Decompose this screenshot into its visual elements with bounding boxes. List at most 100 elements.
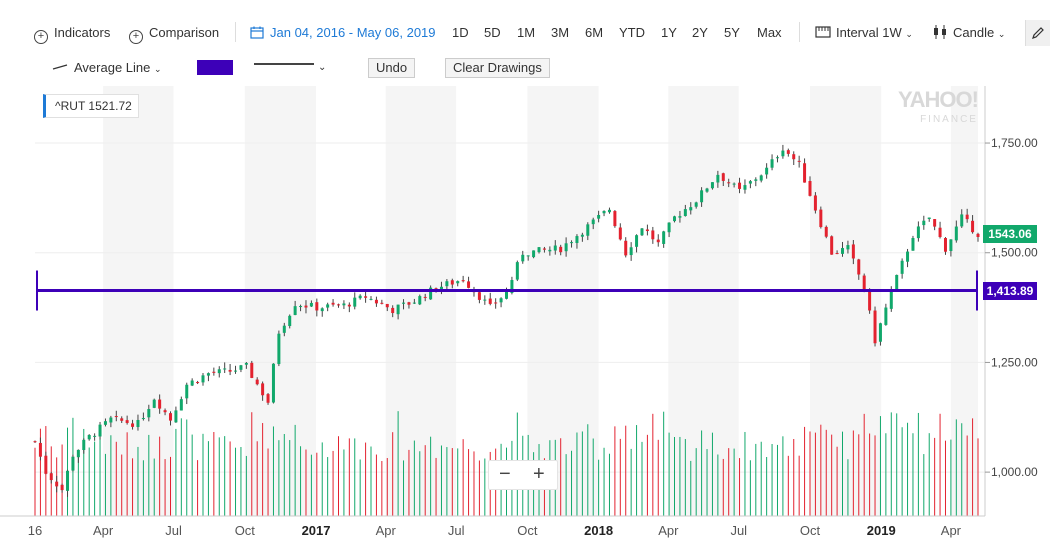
candle-body xyxy=(103,421,107,425)
chart-area[interactable]: 1,000.00 1,250.00 1,500.00 1,750.00 16 Apr Ju… xyxy=(0,86,1050,542)
draw-tool-button[interactable] xyxy=(1025,20,1050,46)
interval-button[interactable]: Interval 1W ⌄ xyxy=(815,25,913,42)
toolbar-divider xyxy=(235,22,236,42)
candle-body xyxy=(542,248,546,250)
candle-body xyxy=(223,368,227,370)
date-range-button[interactable]: Jan 04, 2016 - May 06, 2019 xyxy=(250,25,436,41)
calendar-icon xyxy=(250,26,264,39)
range-ytd[interactable]: YTD xyxy=(619,25,645,40)
candle-body xyxy=(841,248,845,254)
candle-body xyxy=(965,214,969,220)
candle-body xyxy=(770,159,774,168)
candle-body xyxy=(651,230,655,240)
candle-body xyxy=(819,209,823,228)
candle-body xyxy=(250,362,254,378)
candle-body xyxy=(916,226,920,239)
candle-body xyxy=(797,160,801,162)
candle-body xyxy=(954,226,958,241)
candle-body xyxy=(190,380,194,386)
line-style-select[interactable] xyxy=(254,63,314,65)
candle-body xyxy=(271,363,275,403)
candle-body xyxy=(700,190,704,203)
candle-body xyxy=(282,325,286,333)
drawing-toolbar: Average Line ⌄ xyxy=(0,48,1050,86)
candle-body xyxy=(537,247,541,253)
range-1d[interactable]: 1D xyxy=(452,25,469,40)
candle-body xyxy=(765,167,769,175)
range-3m[interactable]: 3M xyxy=(551,25,570,40)
plus-circle-icon: + xyxy=(34,30,48,44)
x-tick-label: Jul xyxy=(448,523,465,538)
x-tick-label: 2017 xyxy=(302,523,331,538)
range-max[interactable]: Max xyxy=(757,25,782,40)
candle-body xyxy=(33,441,37,443)
candle-body xyxy=(559,246,563,253)
range-5y[interactable]: 5Y xyxy=(724,25,740,40)
range-5d[interactable]: 5D xyxy=(484,25,501,40)
chart-type-label: Candle xyxy=(953,25,995,40)
candle-body xyxy=(521,254,525,262)
chart-type-button[interactable]: Candle ⌄ xyxy=(932,25,1005,42)
candle-body xyxy=(255,379,259,385)
horizontal-drawing-line xyxy=(36,270,978,311)
candle-body xyxy=(488,298,492,304)
candle-body xyxy=(873,310,877,344)
interval-label: Interval xyxy=(836,25,879,40)
candle-body xyxy=(331,302,335,305)
candle-body xyxy=(38,442,42,457)
watermark-sub: FINANCE xyxy=(920,114,978,125)
comparison-button[interactable]: + Comparison xyxy=(129,25,219,44)
candle-body xyxy=(938,227,942,238)
candle-body xyxy=(55,481,59,487)
candle-body xyxy=(76,449,80,458)
candle-body xyxy=(645,229,649,232)
line-type-select[interactable]: Average Line ⌄ xyxy=(52,60,162,77)
candle-icon xyxy=(934,25,946,39)
candle-body xyxy=(353,297,357,307)
candle-body xyxy=(380,302,384,304)
candle-body xyxy=(196,382,200,384)
candle-body xyxy=(499,298,503,303)
candlestick-chart[interactable]: 1,000.00 1,250.00 1,500.00 1,750.00 16 Apr Ju… xyxy=(0,86,1050,542)
candle-body xyxy=(217,369,221,374)
candle-body xyxy=(906,251,910,262)
undo-button[interactable]: Undo xyxy=(368,58,416,78)
candle-body xyxy=(239,365,243,370)
range-1y[interactable]: 1Y xyxy=(661,25,677,40)
candle-body xyxy=(429,287,433,300)
candle-body xyxy=(580,234,584,237)
candle-body xyxy=(179,399,183,411)
candle-body xyxy=(971,220,975,233)
zoom-out-button[interactable]: − xyxy=(499,463,511,485)
candle-body xyxy=(949,239,953,252)
range-6m[interactable]: 6M xyxy=(585,25,604,40)
candle-body xyxy=(315,302,319,311)
clear-drawings-button[interactable]: Clear Drawings xyxy=(445,58,550,78)
candle-body xyxy=(878,323,882,342)
candle-body xyxy=(234,370,238,372)
candle-body xyxy=(851,244,855,259)
plus-circle-icon: + xyxy=(129,30,143,44)
range-2y[interactable]: 2Y xyxy=(692,25,708,40)
candle-body xyxy=(185,384,189,399)
y-axis: 1,000.00 1,250.00 1,500.00 1,750.00 xyxy=(984,86,1038,516)
range-1m[interactable]: 1M xyxy=(517,25,536,40)
candle-body xyxy=(336,304,340,306)
zoom-in-button[interactable]: + xyxy=(533,463,545,485)
candle-body xyxy=(884,307,888,325)
indicators-button[interactable]: + Indicators xyxy=(34,25,110,44)
candle-body xyxy=(60,484,64,491)
candle-body xyxy=(66,470,70,491)
chevron-down-icon[interactable]: ⌄ xyxy=(318,62,327,73)
ruler-icon xyxy=(815,26,831,38)
candle-body xyxy=(358,295,362,299)
candle-body xyxy=(548,249,552,252)
candle-body xyxy=(228,369,232,372)
candle-body xyxy=(705,188,709,192)
candle-body xyxy=(933,219,937,227)
candle-body xyxy=(976,233,980,237)
candle-body xyxy=(445,281,449,287)
candle-body xyxy=(147,409,151,418)
candle-body xyxy=(141,418,145,420)
line-color-swatch[interactable] xyxy=(197,60,233,75)
